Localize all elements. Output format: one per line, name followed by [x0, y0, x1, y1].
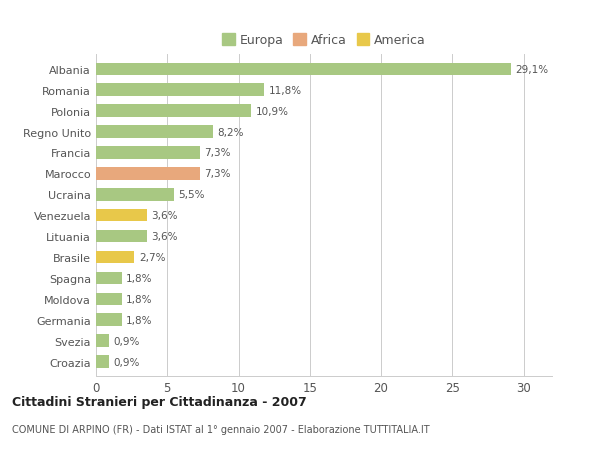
Bar	[96, 335, 109, 347]
Text: 11,8%: 11,8%	[268, 85, 302, 95]
Text: 1,8%: 1,8%	[126, 273, 152, 283]
Bar	[96, 209, 148, 222]
Bar	[96, 105, 251, 118]
Bar	[96, 293, 122, 305]
Bar	[96, 272, 122, 285]
Bar	[96, 189, 175, 201]
Text: 7,3%: 7,3%	[204, 148, 231, 158]
Text: 1,8%: 1,8%	[126, 315, 152, 325]
Bar	[96, 84, 264, 97]
Text: 29,1%: 29,1%	[515, 65, 548, 75]
Text: 2,7%: 2,7%	[139, 252, 165, 263]
Bar	[96, 314, 122, 326]
Text: Cittadini Stranieri per Cittadinanza - 2007: Cittadini Stranieri per Cittadinanza - 2…	[12, 395, 307, 408]
Bar	[96, 356, 109, 368]
Text: 10,9%: 10,9%	[256, 106, 289, 117]
Bar	[96, 126, 213, 139]
Bar	[96, 147, 200, 159]
Text: 3,6%: 3,6%	[152, 232, 178, 241]
Bar	[96, 251, 134, 264]
Text: 3,6%: 3,6%	[152, 211, 178, 221]
Text: 7,3%: 7,3%	[204, 169, 231, 179]
Text: 8,2%: 8,2%	[217, 127, 244, 137]
Text: 0,9%: 0,9%	[113, 336, 139, 346]
Legend: Europa, Africa, America: Europa, Africa, America	[217, 29, 431, 52]
Text: COMUNE DI ARPINO (FR) - Dati ISTAT al 1° gennaio 2007 - Elaborazione TUTTITALIA.: COMUNE DI ARPINO (FR) - Dati ISTAT al 1°…	[12, 425, 430, 435]
Text: 1,8%: 1,8%	[126, 294, 152, 304]
Text: 5,5%: 5,5%	[179, 190, 205, 200]
Text: 0,9%: 0,9%	[113, 357, 139, 367]
Bar	[96, 168, 200, 180]
Bar	[96, 63, 511, 76]
Bar	[96, 230, 148, 243]
